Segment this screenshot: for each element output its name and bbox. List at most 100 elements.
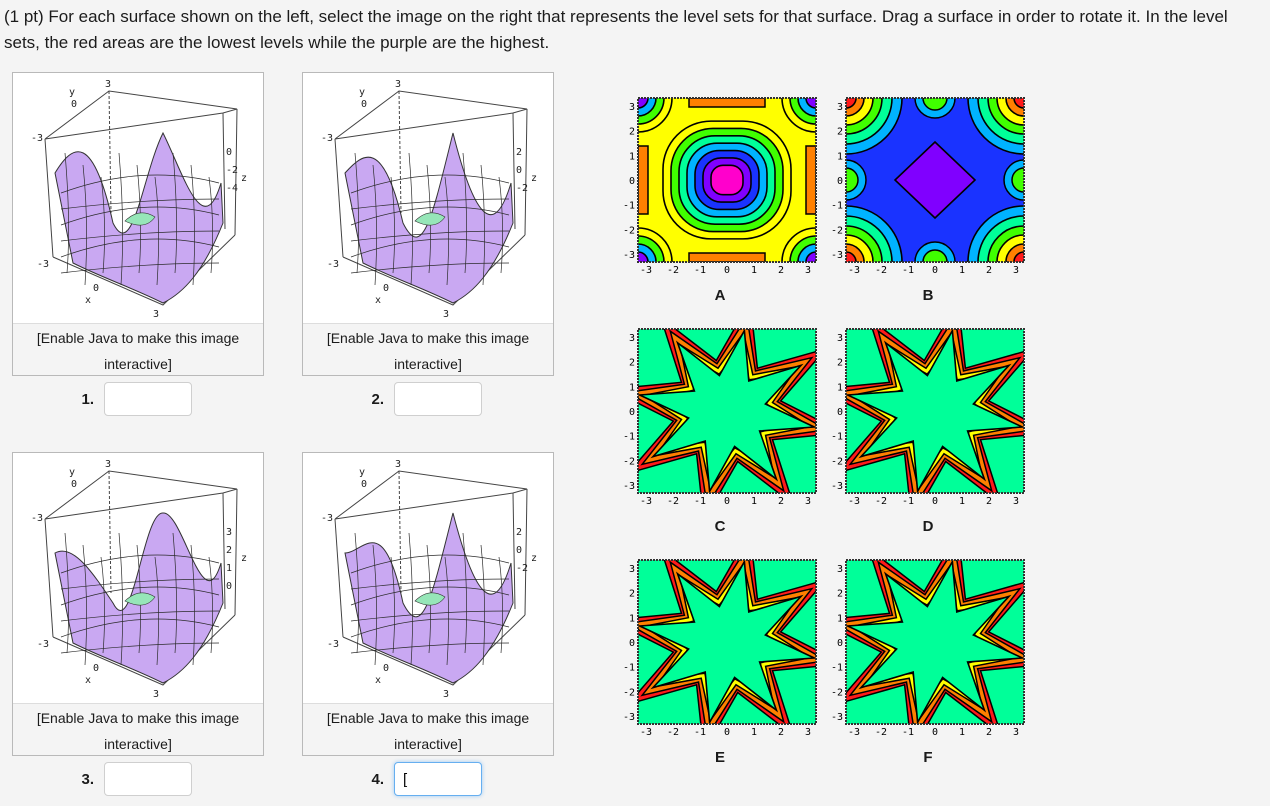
surface-mesh[interactable]	[54, 131, 224, 304]
z-axis-tick: 2	[516, 527, 522, 538]
x-tick-label: -3	[848, 496, 860, 507]
surface-mesh[interactable]	[344, 512, 514, 684]
bounding-box	[334, 470, 528, 686]
plot-frame	[845, 559, 1025, 725]
z-axis-tick: -2	[516, 183, 528, 194]
panel-letter-d: D	[922, 518, 934, 535]
surface-3d-image[interactable]: y 0 3 -3 -3 0 x 3 2 0 -2 z	[303, 73, 553, 324]
y-axis-tick: 0	[71, 479, 77, 490]
surface-3d-image[interactable]: y 0 3 -3 -3 0 x 3 3 2 1 0 z	[13, 453, 263, 704]
answer-input-1[interactable]	[104, 382, 192, 416]
surface-plot-2[interactable]: y 0 3 -3 -3 0 x 3 2 0 -2 z [Enable Java to make thi…	[302, 72, 554, 376]
x-tick-label: -2	[875, 265, 887, 276]
y-tick-label: -2	[831, 225, 843, 236]
y-tick-label: 0	[629, 638, 635, 649]
contour-plot	[638, 329, 816, 493]
surface-3d-image[interactable]: y 0 3 -3 -3 0 x 3 0 -2 -4 z	[13, 73, 263, 324]
z-axis-tick: 2	[516, 147, 522, 158]
level-set-f: -3 -3 -2 -2 -1 -1 0 0 1 1 2 2 3 3 F	[830, 556, 1026, 766]
x-axis-tick: 0	[93, 663, 99, 674]
x-tick-label: -3	[640, 496, 652, 507]
panel-letter-a: A	[714, 287, 726, 304]
surface-plot-3[interactable]: y 0 3 -3 -3 0 x 3 3 2 1 0 z [Enable Java to make thi…	[12, 452, 264, 756]
x-tick-label: -2	[875, 496, 887, 507]
y-tick-label: -2	[831, 687, 843, 698]
y-axis-tick: 3	[105, 459, 111, 470]
y-axis-tick: -3	[321, 513, 333, 524]
x-axis-label: x	[85, 675, 91, 686]
answer-label-2: 2.	[371, 391, 384, 408]
java-notice-line1: [Enable Java to make this image	[36, 330, 240, 346]
x-axis-tick: -3	[37, 259, 49, 270]
x-tick-label: 0	[932, 727, 938, 738]
y-axis-tick: -3	[31, 133, 43, 144]
x-tick-label: 1	[751, 265, 757, 276]
panel-letter-e: E	[714, 749, 725, 766]
x-tick-label: -1	[694, 496, 706, 507]
x-tick-label: 2	[986, 265, 992, 276]
java-notice: [Enable Java to make this image interact…	[303, 325, 553, 377]
x-tick-label: 2	[778, 496, 784, 507]
z-axis-tick: -4	[226, 183, 238, 194]
y-tick-label: 2	[629, 358, 635, 369]
z-axis-tick: 0	[226, 147, 232, 158]
x-tick-label: 2	[986, 727, 992, 738]
x-axis-label: x	[375, 295, 381, 306]
y-tick-label: -2	[623, 225, 635, 236]
x-tick-label: -3	[848, 265, 860, 276]
level-set-e: -3 -3 -2 -2 -1 -1 0 0 1 1 2 2 3 3 E	[622, 556, 818, 766]
bounding-box	[334, 90, 528, 306]
y-tick-label: -2	[623, 687, 635, 698]
surface-plot-1[interactable]: y 0 3 -3 -3 0 x 3 0 -2 -4 z [Enable Java to make th…	[12, 72, 264, 376]
surface-plot-4[interactable]: y 0 3 -3 -3 0 x 3 2 0 -2 z [Enable Java to make thi…	[302, 452, 554, 756]
x-tick-label: -3	[640, 265, 652, 276]
java-notice: [Enable Java to make this image interact…	[303, 705, 553, 757]
y-tick-label: 3	[837, 564, 843, 575]
x-tick-label: 0	[724, 265, 730, 276]
x-tick-label: -2	[875, 727, 887, 738]
bounding-box	[44, 470, 238, 686]
y-axis-tick: 0	[71, 99, 77, 110]
y-tick-label: 1	[837, 382, 843, 393]
z-axis-label: z	[531, 173, 537, 184]
x-tick-label: 0	[932, 496, 938, 507]
x-tick-label: -1	[694, 727, 706, 738]
contour-plot	[638, 98, 816, 262]
plot-frame	[845, 97, 1025, 263]
y-tick-label: 3	[837, 333, 843, 344]
java-notice-line2: interactive]	[104, 356, 172, 372]
y-tick-label: -1	[831, 663, 843, 674]
x-tick-label: -3	[848, 727, 860, 738]
plot-frame	[845, 328, 1025, 494]
z-axis-tick: 0	[516, 545, 522, 556]
x-axis-tick: 0	[93, 283, 99, 294]
y-axis-tick: 0	[361, 479, 367, 490]
java-notice-line1: [Enable Java to make this image	[326, 330, 530, 346]
x-axis-label: x	[375, 675, 381, 686]
z-axis-tick: 0	[226, 581, 232, 592]
x-axis-tick: 0	[383, 283, 389, 294]
java-notice-line2: interactive]	[104, 736, 172, 752]
panel-letter-b: B	[922, 287, 934, 304]
x-tick-label: 3	[1013, 727, 1019, 738]
java-notice: [Enable Java to make this image interact…	[13, 705, 263, 757]
answer-input-4[interactable]	[394, 762, 482, 796]
answer-input-3[interactable]	[104, 762, 192, 796]
y-axis-tick: 0	[361, 99, 367, 110]
surface-mesh[interactable]	[54, 512, 224, 684]
x-tick-label: 3	[805, 496, 811, 507]
y-tick-label: 2	[629, 589, 635, 600]
x-tick-label: 2	[986, 496, 992, 507]
z-axis-tick: -2	[516, 563, 528, 574]
surface-3d-image[interactable]: y 0 3 -3 -3 0 x 3 2 0 -2 z	[303, 453, 553, 704]
java-notice-line1: [Enable Java to make this image	[326, 710, 530, 726]
y-tick-label: -1	[831, 432, 843, 443]
contour-plot	[846, 98, 1024, 262]
x-tick-label: 1	[959, 727, 965, 738]
answer-input-2[interactable]	[394, 382, 482, 416]
y-tick-label: 0	[629, 176, 635, 187]
z-axis-tick: 3	[226, 527, 232, 538]
y-axis-label: y	[359, 467, 365, 478]
surface-mesh[interactable]	[344, 132, 514, 304]
x-axis-tick: -3	[327, 259, 339, 270]
